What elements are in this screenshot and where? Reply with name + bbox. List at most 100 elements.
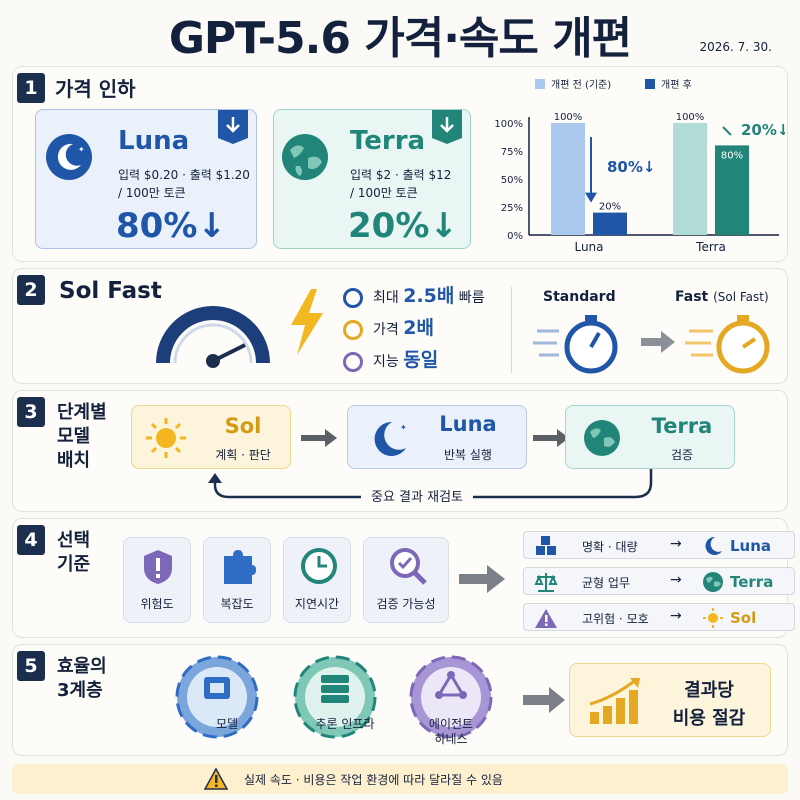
section-title: 단계별 모델 배치: [57, 401, 107, 473]
sol-stage-box: Sol 계획 · 판단: [131, 405, 291, 469]
criterion-label: 검증 가능성: [376, 597, 436, 611]
lightning-bolt-icon: [291, 289, 323, 355]
standard-stopwatch-icon: [533, 315, 618, 374]
price-bar-chart: 개편 전 (기준) 개편 후 100% 75% 50% 25% 0% 100% 20% Luna 1…: [494, 79, 785, 254]
gear-label: 모델: [215, 717, 239, 731]
speedometer-icon: [156, 306, 270, 368]
title-line: 효율의: [57, 656, 107, 677]
arrow-right-icon: [641, 331, 675, 353]
y-tick-label: 50%: [501, 175, 523, 186]
legend-swatch-before: [535, 79, 545, 89]
stopwatch-icon: [343, 288, 363, 308]
sol-desc: 계획 · 판단: [215, 448, 271, 462]
luna-price: 입력 $0.20 · 출력 $1.20: [118, 168, 250, 182]
bar-after-luna: [593, 212, 627, 235]
sun-icon: [703, 608, 723, 628]
bar-before-luna: [551, 123, 585, 235]
criterion-latency: 지연시간: [283, 537, 351, 623]
section-title: Sol Fast: [59, 278, 162, 304]
arrow-right-icon: [459, 565, 505, 593]
bar-before-terra: [673, 123, 707, 235]
feature-prefix: 최대: [373, 290, 404, 306]
rule-key: 고위험 · 모호: [582, 612, 649, 626]
rule-arrow: →: [670, 536, 682, 552]
rule-row-terra: 균형 업무 → Terra: [523, 567, 795, 595]
globe-icon: [703, 572, 723, 592]
feature-prefix: 지능: [373, 354, 404, 370]
annotation-arrowhead: [585, 192, 597, 203]
x-tick-label: Terra: [695, 240, 726, 254]
warning-triangle-icon: [535, 609, 557, 628]
arrow-down-badge-icon: [218, 110, 248, 144]
section-selection-criteria: 4 선택 기준 위험도 복잡도 지연시간 검증 가능성: [12, 518, 795, 638]
annotation-luna: 80%↓: [607, 158, 655, 176]
gear-model-icon: [175, 655, 259, 739]
result-box: 결과당 비용 절감: [569, 663, 771, 737]
luna-price-card: ✦ Luna 입력 $0.20 · 출력 $1.20 / 100만 토큰 80%…: [35, 109, 257, 249]
brain-icon: [343, 352, 363, 372]
rule-row-luna: 명확 · 대량 → Luna: [523, 531, 795, 559]
title-line: 선택: [57, 530, 91, 551]
cubes-icon: [536, 536, 556, 555]
page-title: GPT-5.6 가격·속도 개편: [168, 13, 632, 64]
fast-feature-row: 지능 동일: [343, 345, 438, 372]
data-label: 100%: [676, 112, 705, 123]
rule-arrow: →: [670, 608, 682, 624]
section-number: 2: [17, 275, 45, 305]
fast-label: Fast (Sol Fast): [675, 289, 769, 305]
globe-icon: [584, 420, 620, 456]
arrow-right-icon: [523, 687, 565, 713]
rule-model: Terra: [730, 573, 774, 591]
legend-label-before: 개편 전 (기준): [551, 79, 611, 91]
arrow-right-icon: [533, 429, 569, 447]
luna-stage-box: ✦ Luna 반복 실행: [347, 405, 527, 469]
y-tick-label: 75%: [501, 147, 523, 158]
title-line: 3계층: [57, 680, 103, 701]
feature-prefix: 가격: [373, 322, 404, 338]
luna-change: 80%↓: [116, 206, 226, 246]
feature-suffix: 빠름: [454, 290, 485, 306]
footer-note: 실제 속도 · 비용은 작업 환경에 따라 달라질 수 있음: [12, 764, 788, 794]
y-tick-label: 25%: [501, 203, 523, 214]
feature-highlight: 2배: [403, 317, 434, 339]
svg-text:✦: ✦: [78, 145, 85, 154]
y-tick-label: 100%: [494, 119, 523, 130]
criterion-complexity: 복잡도: [203, 537, 271, 623]
gear-label: 추론 인프라: [315, 717, 375, 731]
data-label: 100%: [554, 112, 583, 123]
svg-text:✦: ✦: [400, 423, 407, 432]
section-sol-fast: 2 Sol Fast 최대 2.5배 빠름 가격 2배 지능 동일 Standard…: [12, 268, 788, 384]
result-line1: 결과당: [684, 680, 734, 701]
y-tick-label: 0%: [507, 231, 523, 242]
terra-desc: 검증: [670, 448, 694, 462]
luna-price-unit: / 100만 토큰: [118, 186, 186, 200]
result-line2: 비용 절감: [672, 708, 746, 729]
fast-feature-row: 최대 2.5배 빠름: [343, 281, 485, 308]
criterion-label: 위험도: [140, 597, 174, 611]
arrow-right-icon: [301, 429, 337, 447]
section-title: 효율의 3계층: [57, 655, 107, 703]
rule-key: 균형 업무: [582, 576, 630, 590]
title-line: 배치: [57, 450, 91, 471]
luna-name: Luna: [439, 412, 497, 436]
luna-name: Luna: [118, 126, 190, 156]
arrow-down-badge-icon: [432, 110, 462, 144]
magnifier-check-icon: [390, 548, 427, 585]
legend-swatch-after: [645, 79, 655, 89]
gear-chain: [175, 655, 493, 739]
section-number: 3: [17, 397, 45, 427]
criterion-verifiability: 검증 가능성: [363, 537, 449, 623]
legend-label-after: 개편 후: [661, 79, 692, 91]
moon-icon: [705, 536, 722, 555]
clock-icon: [301, 548, 337, 584]
annotation-arrow: [722, 126, 732, 136]
warning-triangle-icon: [204, 768, 228, 790]
page-date: 2026. 7. 30.: [699, 40, 772, 54]
section-price-cut: 1 가격 인하 ✦ Luna 입력 $0.20 · 출력 $1.20 / 100…: [12, 66, 788, 262]
terra-stage-box: Terra 검증: [565, 405, 735, 469]
annotation-terra: 20%↓: [741, 121, 785, 139]
terra-name: Terra: [350, 126, 426, 156]
gear-infra-icon: [293, 655, 377, 739]
sun-icon: [146, 418, 186, 458]
rule-key: 명확 · 대량: [582, 540, 638, 554]
